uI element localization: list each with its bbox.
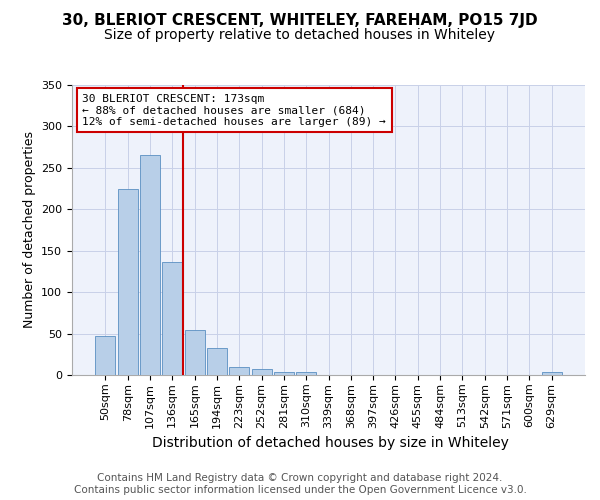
- Bar: [274, 372, 294, 375]
- Text: Size of property relative to detached houses in Whiteley: Size of property relative to detached ho…: [104, 28, 496, 42]
- Text: Distribution of detached houses by size in Whiteley: Distribution of detached houses by size …: [152, 436, 508, 450]
- Text: 30 BLERIOT CRESCENT: 173sqm
← 88% of detached houses are smaller (684)
12% of se: 30 BLERIOT CRESCENT: 173sqm ← 88% of det…: [82, 94, 386, 127]
- Y-axis label: Number of detached properties: Number of detached properties: [23, 132, 35, 328]
- Bar: [162, 262, 182, 375]
- Text: Contains HM Land Registry data © Crown copyright and database right 2024.
Contai: Contains HM Land Registry data © Crown c…: [74, 474, 526, 495]
- Bar: [296, 372, 316, 375]
- Bar: [140, 156, 160, 375]
- Bar: [95, 336, 115, 375]
- Bar: [229, 366, 249, 375]
- Bar: [207, 348, 227, 375]
- Bar: [542, 372, 562, 375]
- Bar: [185, 330, 205, 375]
- Bar: [118, 190, 138, 375]
- Bar: [251, 369, 272, 375]
- Text: 30, BLERIOT CRESCENT, WHITELEY, FAREHAM, PO15 7JD: 30, BLERIOT CRESCENT, WHITELEY, FAREHAM,…: [62, 12, 538, 28]
